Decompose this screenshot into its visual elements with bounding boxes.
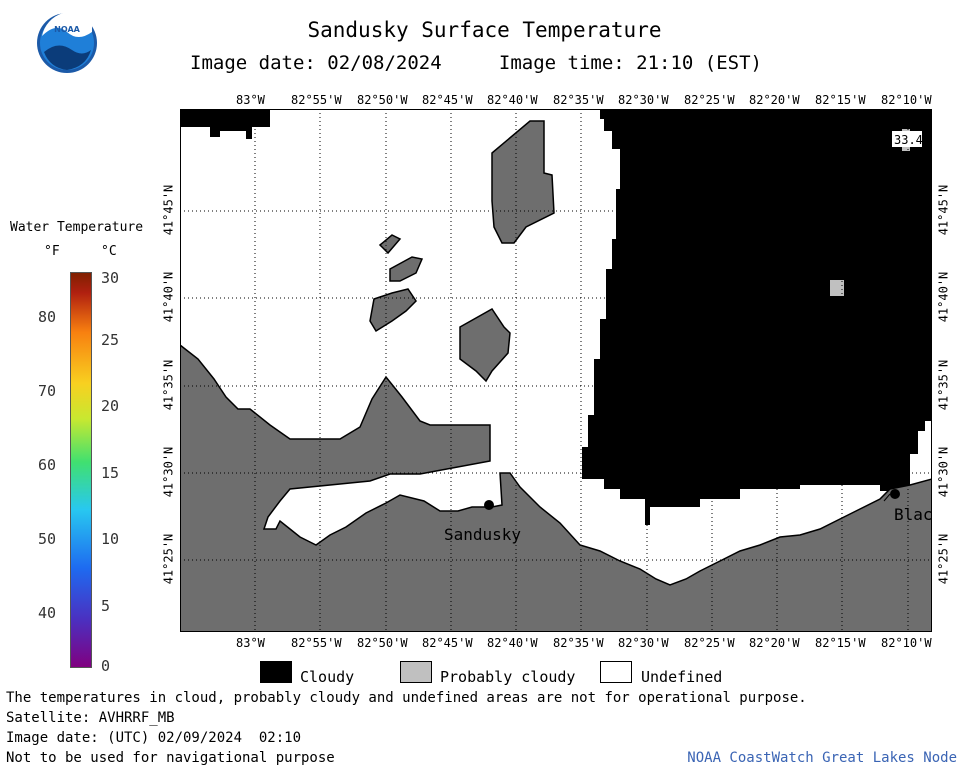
c-tick: 20: [101, 397, 120, 415]
city-marker-blac: [890, 489, 900, 499]
image-datetime: Image date: 02/08/2024 Image time: 21:10…: [190, 52, 762, 74]
legend-c-unit: °C: [101, 244, 117, 259]
lat-tick: 41°35'N: [936, 359, 951, 411]
f-tick: 60: [38, 456, 57, 474]
image-time: Image time: 21:10 (EST): [498, 52, 762, 74]
lat-tick: 41°45'N: [936, 184, 951, 236]
disclaimer: The temperatures in cloud, probably clou…: [6, 690, 807, 706]
lon-tick: 83°W: [236, 93, 265, 107]
f-tick: 80: [38, 308, 57, 326]
island: [389, 256, 424, 282]
logo-text: NOAA: [54, 25, 80, 34]
lon-tick: 83°W: [236, 636, 265, 650]
utc-date: Image date: (UTC) 02/09/2024 02:10: [6, 730, 302, 746]
c-tick: 0: [101, 657, 111, 675]
lon-tick: 82°10'W: [881, 636, 932, 650]
island: [491, 120, 555, 244]
legend-title: Water Temperature: [10, 220, 144, 235]
lon-tick: 82°20'W: [749, 93, 800, 107]
lat-tick: 41°40'N: [161, 271, 176, 323]
map-border: [180, 109, 932, 632]
lat-tick: 41°30'N: [936, 446, 951, 498]
noaa-logo: NOAA: [36, 11, 98, 74]
lon-tick: 82°55'W: [291, 636, 342, 650]
lon-tick: 82°15'W: [815, 93, 866, 107]
lon-tick: 82°50'W: [357, 636, 408, 650]
c-tick: 10: [101, 530, 120, 548]
graticule: [180, 109, 932, 632]
undefined-area: [910, 421, 932, 477]
probably-cloudy-swatch: [400, 661, 432, 683]
c-tick: 30: [101, 269, 120, 287]
credit: NOAA CoastWatch Great Lakes Node: [687, 750, 957, 766]
temperature-map: Sandusky Blac 33.4: [180, 109, 932, 632]
color-bar: [70, 272, 92, 668]
page-title: Sandusky Surface Temperature: [307, 18, 662, 42]
cloudy-swatch: [260, 661, 292, 683]
lon-tick: 82°55'W: [291, 93, 342, 107]
lon-tick: 82°10'W: [881, 93, 932, 107]
lon-tick: 82°25'W: [684, 636, 735, 650]
lon-tick: 82°45'W: [422, 93, 473, 107]
lon-tick: 82°40'W: [487, 93, 538, 107]
island: [369, 288, 417, 333]
undefined-label: Undefined: [641, 668, 723, 686]
f-tick: 40: [38, 604, 57, 622]
cloud-region: [582, 109, 932, 525]
c-tick: 15: [101, 464, 120, 482]
lat-tick: 41°45'N: [161, 184, 176, 236]
image-date: Image date: 02/08/2024: [190, 52, 442, 74]
c-tick: 5: [101, 597, 111, 615]
lon-tick: 82°50'W: [357, 93, 408, 107]
lat-tick: 41°25'N: [936, 533, 951, 585]
lon-tick: 82°45'W: [422, 636, 473, 650]
lat-tick: 41°30'N: [161, 446, 176, 498]
legend-f-unit: °F: [44, 244, 60, 259]
lon-tick: 82°35'W: [553, 636, 604, 650]
cloud-region: [180, 109, 270, 139]
city-marker-sandusky: [484, 500, 494, 510]
lon-tick: 82°35'W: [553, 93, 604, 107]
undefined-swatch: [600, 661, 632, 683]
c-tick: 25: [101, 331, 120, 349]
lon-tick: 82°20'W: [749, 636, 800, 650]
f-tick: 70: [38, 382, 57, 400]
lon-tick: 82°40'W: [487, 636, 538, 650]
lon-tick: 82°30'W: [618, 93, 669, 107]
island: [459, 308, 511, 383]
probably-cloudy-region: [830, 280, 844, 296]
satellite: Satellite: AVHRRF_MB: [6, 710, 175, 726]
lat-tick: 41°25'N: [161, 533, 176, 585]
f-tick: 50: [38, 530, 57, 548]
lat-tick: 41°40'N: [936, 271, 951, 323]
nav-warning: Not to be used for navigational purpose: [6, 750, 335, 766]
island: [378, 234, 402, 255]
lon-tick: 82°30'W: [618, 636, 669, 650]
probably-cloudy-label: Probably cloudy: [440, 668, 576, 686]
place-label-sandusky: Sandusky: [444, 525, 521, 544]
lon-tick: 82°15'W: [815, 636, 866, 650]
lat-tick: 41°35'N: [161, 359, 176, 411]
lon-tick: 82°25'W: [684, 93, 735, 107]
place-label-blac: Blac: [894, 505, 932, 524]
buoy-temperature: 33.4: [894, 133, 923, 147]
cloudy-label: Cloudy: [300, 668, 355, 686]
